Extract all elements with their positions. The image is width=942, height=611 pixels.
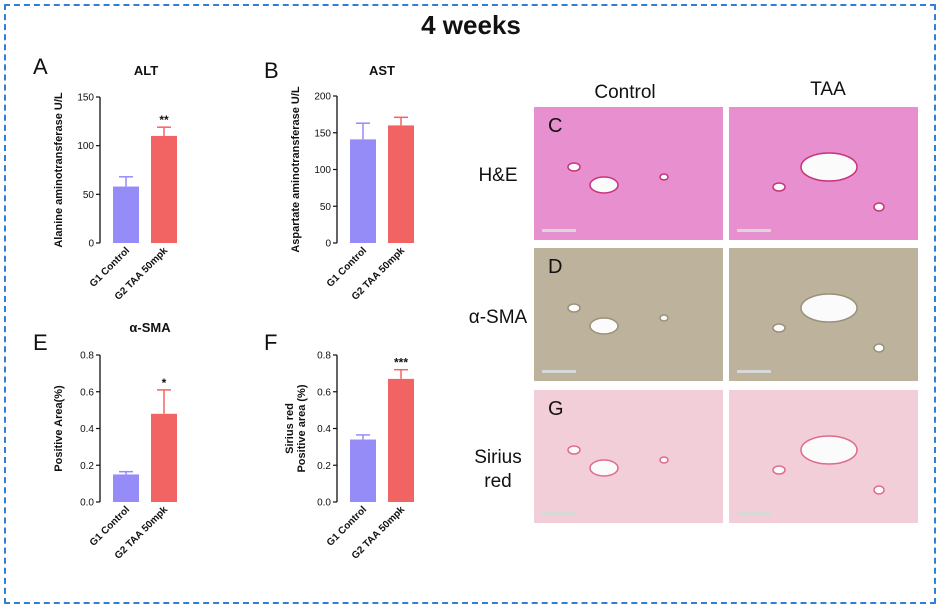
y-axis-label-e: Positive Area(%): [53, 385, 65, 472]
y-tick-label-e: 0.6: [80, 387, 94, 398]
vessel-lumen: [659, 456, 669, 464]
scale-bar: [737, 370, 771, 373]
y-axis-label-b: Aspartate aminotransferase U/L: [290, 86, 302, 253]
y-tick-label-e: 0.0: [80, 498, 94, 509]
y-axis-label-f: Sirius red: [284, 403, 296, 454]
vessel-lumen: [873, 485, 885, 495]
y-tick-label-e: 0.2: [80, 461, 94, 472]
bar-b-2: [388, 125, 414, 243]
y-tick-label-f: 0.0: [317, 498, 331, 509]
bar-a-1: [113, 186, 139, 243]
row-label-asma: α-SMA: [468, 307, 528, 328]
figure-title: 4 weeks: [421, 10, 521, 40]
y-tick-label-a: 0: [88, 239, 94, 250]
scale-bar: [542, 512, 576, 515]
y-tick-label-b: 200: [314, 92, 331, 103]
vessel-lumen: [772, 465, 786, 475]
row-label-sirius-red: Sirius red: [474, 447, 522, 492]
panel-letter-b: B: [264, 58, 279, 83]
y-tick-label-f: 0.4: [317, 424, 331, 435]
panel-letter-f: F: [264, 330, 277, 355]
vessel-lumen: [873, 202, 885, 212]
tissue-texture: [567, 303, 669, 335]
vessel-lumen: [772, 323, 786, 333]
bar-e-1: [113, 474, 139, 502]
chart-title-a: ALT: [134, 63, 158, 78]
significance-a-2: **: [159, 113, 169, 127]
panel-letter-a: A: [33, 54, 48, 79]
y-axis-label-a: Alanine aminotransferase U/L: [53, 92, 65, 248]
micrograph-asma-control: D: [534, 248, 723, 381]
dashed-figure-border: [4, 4, 936, 604]
y-tick-label-a: 100: [77, 141, 94, 152]
tissue-texture: [772, 152, 885, 212]
vessel-lumen: [659, 173, 669, 181]
bar-e-2: [151, 413, 177, 502]
y-tick-label-f: 0.8: [317, 351, 331, 362]
y-tick-label-e: 0.4: [80, 424, 94, 435]
chart-title-b: AST: [369, 63, 395, 78]
panel-letter-e: E: [33, 330, 48, 355]
vessel-lumen: [567, 303, 581, 313]
micrograph-sirius-red-taa: [729, 390, 918, 523]
vessel-lumen: [589, 317, 619, 335]
scale-bar: [542, 370, 576, 373]
y-tick-label-f: 0.6: [317, 387, 331, 398]
vessel-lumen: [772, 182, 786, 192]
micrograph-he-taa: [729, 107, 918, 240]
scale-bar: [737, 512, 771, 515]
significance-e-2: *: [162, 376, 167, 390]
vessel-lumen: [589, 176, 619, 194]
significance-f-2: ***: [394, 356, 408, 370]
bar-b-1: [350, 139, 376, 243]
vessel-lumen: [589, 459, 619, 477]
y-tick-label-b: 150: [314, 128, 331, 139]
micrograph-asma-taa: [729, 248, 918, 381]
vessel-lumen: [567, 162, 581, 172]
y-tick-label-b: 0: [325, 239, 331, 250]
scale-bar: [737, 229, 771, 232]
y-tick-label-b: 100: [314, 165, 331, 176]
tissue-texture: [772, 435, 885, 495]
y-tick-label-b: 50: [320, 202, 332, 213]
panel-letter-g: G: [548, 398, 564, 420]
vessel-lumen: [873, 343, 885, 353]
column-label-taa: TAA: [810, 79, 846, 100]
scale-bar: [542, 229, 576, 232]
micrograph-sirius-red-control: G: [534, 390, 723, 523]
tissue-texture: [772, 293, 885, 353]
vessel-lumen: [800, 435, 858, 465]
y-axis-label-f: Positive area (%): [296, 384, 308, 472]
panel-letter-c: C: [548, 115, 563, 137]
row-label-he: H&E: [478, 165, 518, 186]
y-tick-label-a: 50: [83, 190, 95, 201]
column-label-control: Control: [594, 82, 656, 103]
panel-letter-d: D: [548, 256, 563, 278]
tissue-texture: [567, 445, 669, 477]
bar-f-2: [388, 378, 414, 502]
bar-a-2: [151, 135, 177, 243]
micrograph-he-control: C: [534, 107, 723, 240]
chart-title-e: α-SMA: [129, 320, 171, 335]
vessel-lumen: [800, 152, 858, 182]
vessel-lumen: [567, 445, 581, 455]
vessel-lumen: [659, 314, 669, 322]
y-tick-label-f: 0.2: [317, 461, 331, 472]
tissue-texture: [567, 162, 669, 194]
bar-f-1: [350, 439, 376, 502]
vessel-lumen: [800, 293, 858, 323]
y-tick-label-a: 150: [77, 93, 94, 104]
y-tick-label-e: 0.8: [80, 351, 94, 362]
